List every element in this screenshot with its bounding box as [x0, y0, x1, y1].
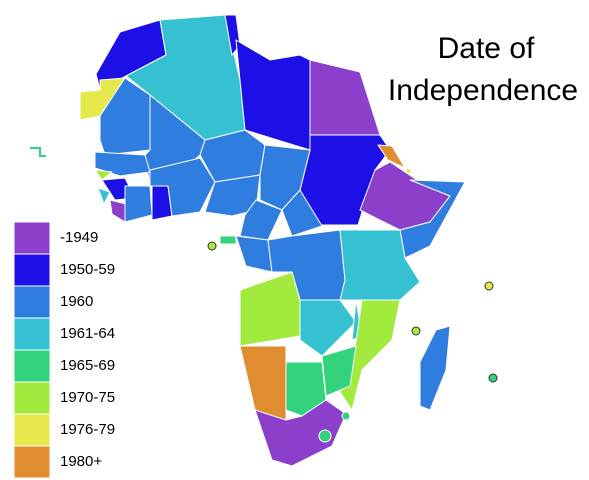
- ivory-coast: [124, 185, 153, 223]
- legend-label: 1960: [60, 293, 93, 310]
- djibouti: [404, 167, 413, 177]
- legend-swatch: [13, 413, 51, 447]
- madagascar: [419, 325, 451, 411]
- africa-map: [30, 14, 498, 467]
- legend-label: 1980+: [60, 453, 102, 470]
- legend-swatch: [13, 285, 51, 319]
- legend-label: 1950-59: [60, 261, 115, 278]
- legend-label: 1976-79: [60, 421, 115, 438]
- burkina-togo-benin: [149, 157, 216, 217]
- nigeria: [204, 174, 261, 217]
- senegal: [94, 151, 151, 177]
- comoros: [411, 326, 421, 336]
- mauritius: [488, 373, 498, 383]
- sao-tome: [207, 241, 217, 251]
- namibia: [239, 345, 287, 423]
- east-africa: [339, 229, 421, 301]
- cape-verde: [30, 147, 46, 157]
- lesotho: [318, 429, 332, 443]
- legend-label: 1961-64: [60, 325, 115, 342]
- swaziland: [341, 411, 351, 421]
- legend-swatch: [13, 381, 51, 415]
- egypt: [309, 59, 381, 136]
- legend: -1949 1950-59 1960 1961-64 1965-69 1970-75 197…: [13, 221, 115, 479]
- legend-swatch: [13, 349, 51, 383]
- legend-label: -1949: [60, 229, 98, 246]
- sierra-leone: [97, 187, 111, 205]
- seychelles: [484, 281, 494, 291]
- legend-swatch: [13, 317, 51, 351]
- title-line: Date of: [438, 32, 535, 65]
- legend-label: 1970-75: [60, 389, 115, 406]
- legend-label: 1965-69: [60, 357, 115, 374]
- gabon-congo: [235, 235, 273, 273]
- title-line: Independence: [388, 74, 578, 107]
- angola: [239, 271, 301, 347]
- legend-swatch: [13, 221, 51, 255]
- legend-swatch: [13, 253, 51, 287]
- zimbabwe: [321, 345, 357, 397]
- liberia: [109, 199, 127, 223]
- legend-swatch: [13, 445, 51, 479]
- central-african-republic: [281, 189, 323, 237]
- zambia: [299, 299, 357, 357]
- guinea-bissau: [94, 169, 113, 181]
- equatorial-guinea: [219, 235, 237, 245]
